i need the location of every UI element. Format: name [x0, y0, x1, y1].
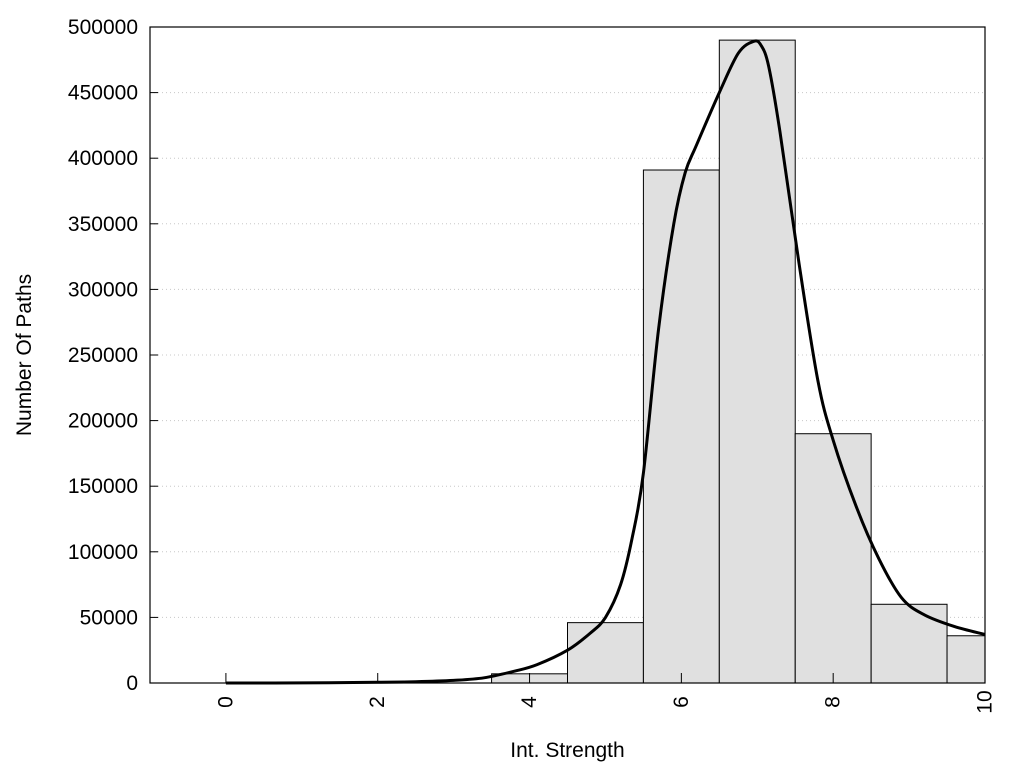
- x-tick-label: 0: [214, 696, 237, 708]
- histogram-bars: [187, 39, 986, 684]
- y-axis-title: Number Of Paths: [13, 274, 36, 436]
- x-tick-label: 2: [366, 696, 389, 708]
- y-tick-label: 500000: [68, 16, 138, 39]
- y-tick-label: 150000: [68, 475, 138, 498]
- histogram-bar: [567, 622, 644, 684]
- y-tick-label: 100000: [68, 541, 138, 564]
- y-tick-label: 250000: [68, 344, 138, 367]
- histogram-bar: [870, 603, 948, 684]
- histogram-bar: [794, 433, 872, 684]
- density-curve: [225, 39, 986, 685]
- y-tick-label: 50000: [80, 606, 138, 629]
- x-tick-label: 4: [518, 696, 541, 708]
- histogram-bar: [946, 635, 986, 684]
- density-curve-group: [225, 39, 986, 685]
- y-tick-label: 0: [126, 672, 138, 695]
- y-tick-label: 450000: [68, 82, 138, 105]
- y-tick-label: 400000: [68, 147, 138, 170]
- y-axis-ticks: 0 50000 100000 150000 200000 250000 300000 3500…: [68, 16, 158, 695]
- x-tick-label: 10: [974, 690, 997, 713]
- y-tick-label: 200000: [68, 410, 138, 433]
- y-tick-label: 300000: [68, 278, 138, 301]
- x-tick-label: 6: [670, 696, 693, 708]
- x-axis-ticks: 0 2 4 6 8 10: [214, 673, 997, 714]
- x-axis-title: Int. Strength: [510, 739, 624, 762]
- histogram-bar: [642, 169, 720, 684]
- y-tick-label: 350000: [68, 213, 138, 236]
- x-tick-label: 8: [822, 696, 845, 708]
- histogram-bar: [718, 39, 796, 684]
